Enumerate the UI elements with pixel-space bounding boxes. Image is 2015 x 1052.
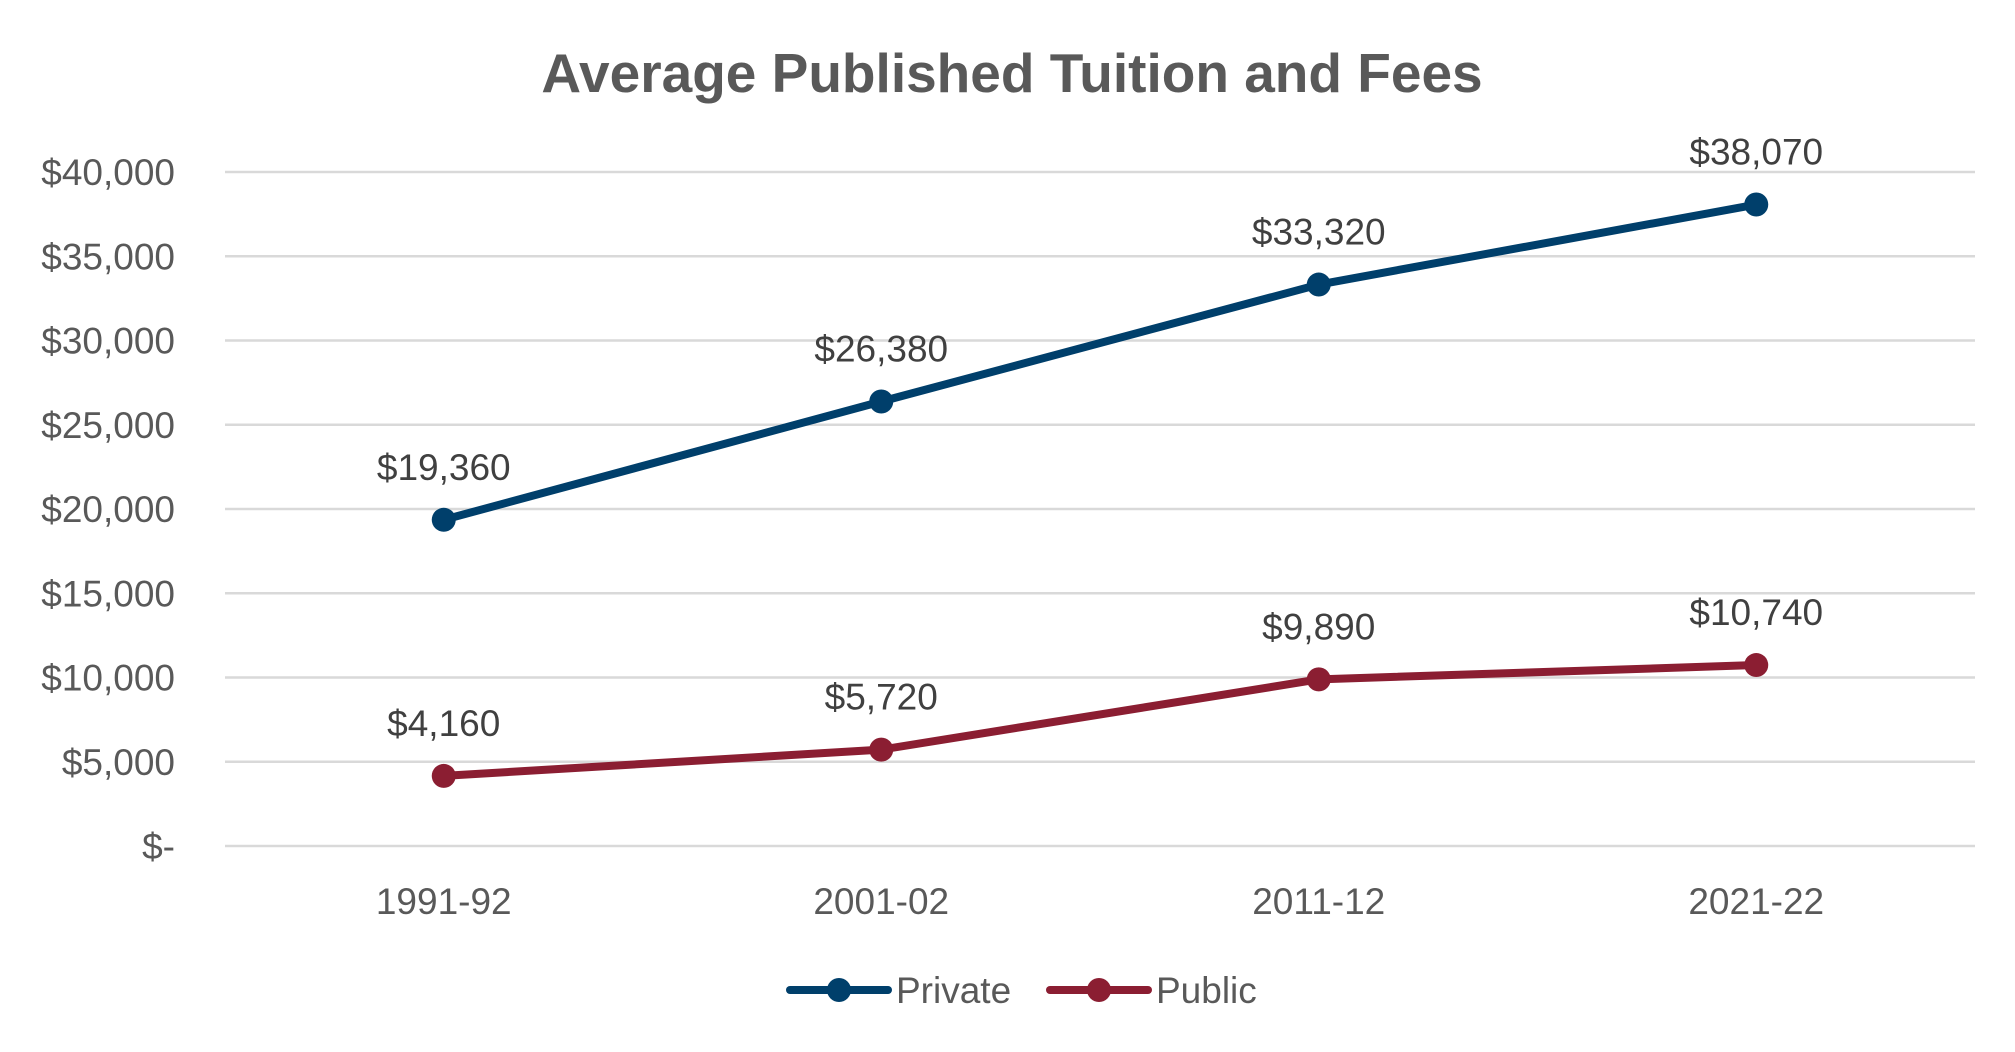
data-point-public [431,763,456,788]
y-tick-label: $25,000 [41,405,175,446]
data-label-public: $4,160 [387,703,500,744]
y-tick-label: $35,000 [41,236,175,277]
data-label-public: $10,740 [1689,592,1823,633]
data-point-private [1744,192,1769,217]
data-label-private: $38,070 [1689,132,1823,173]
x-tick-label: 2011-12 [1252,881,1385,922]
y-tick-label: $5,000 [62,742,175,783]
data-label-public: $9,890 [1262,606,1375,647]
y-tick-label: $20,000 [41,489,175,530]
legend: Private Public [786,970,1257,1011]
series-layer [431,192,1769,788]
data-labels: $19,360 $26,380 $33,320 $38,070 $4,160 $5,720… [377,132,1823,744]
series-line-private [439,200,1761,524]
data-point-private [431,507,456,532]
data-label-private: $33,320 [1252,212,1386,253]
data-point-public [1744,653,1769,678]
legend-marker-private [827,978,851,1002]
data-label-public: $5,720 [825,677,938,718]
y-axis-tick-labels: $- $5,000 $10,000 $15,000 $20,000 $25,000 $30,… [41,152,175,867]
gridlines [225,170,1975,848]
y-tick-label: $15,000 [41,573,175,614]
chart-title: Average Published Tuition and Fees [541,42,1482,104]
data-label-private: $26,380 [814,328,948,369]
y-tick-label: $10,000 [41,658,175,699]
x-tick-label: 2021-22 [1688,881,1824,922]
series-line-public [439,661,1761,780]
data-point-public [869,737,894,762]
y-tick-label: $40,000 [41,152,175,193]
data-label-private: $19,360 [377,447,511,488]
y-tick-label: $30,000 [41,321,175,362]
legend-label-public: Public [1156,970,1257,1011]
data-point-private [869,389,894,414]
x-axis-tick-labels: 1991-92 2001-02 2011-12 2021-22 [376,881,1824,922]
legend-label-private: Private [896,970,1011,1011]
data-point-private [1306,272,1331,297]
y-tick-label: $- [142,826,175,867]
x-tick-label: 2001-02 [813,881,949,922]
x-tick-label: 1991-92 [376,881,512,922]
legend-marker-public [1087,978,1111,1002]
data-point-public [1306,667,1331,692]
